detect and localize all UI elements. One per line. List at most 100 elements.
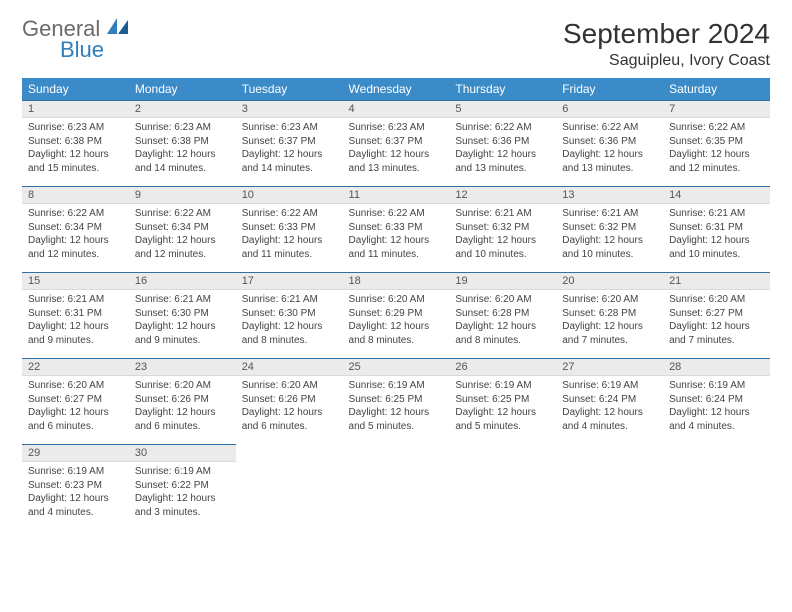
calendar-cell: 20Sunrise: 6:20 AMSunset: 6:28 PMDayligh…: [556, 272, 663, 358]
day-details: Sunrise: 6:23 AMSunset: 6:38 PMDaylight:…: [22, 118, 129, 179]
day-number: 6: [556, 100, 663, 118]
day-details: Sunrise: 6:23 AMSunset: 6:37 PMDaylight:…: [343, 118, 450, 179]
day-number: 14: [663, 186, 770, 204]
calendar-cell: 2Sunrise: 6:23 AMSunset: 6:38 PMDaylight…: [129, 100, 236, 186]
calendar-cell: 19Sunrise: 6:20 AMSunset: 6:28 PMDayligh…: [449, 272, 556, 358]
day-header: Sunday: [22, 78, 129, 100]
day-details: Sunrise: 6:20 AMSunset: 6:26 PMDaylight:…: [129, 376, 236, 437]
calendar-cell: ..: [449, 444, 556, 530]
month-title: September 2024: [563, 18, 770, 50]
day-details: Sunrise: 6:20 AMSunset: 6:28 PMDaylight:…: [556, 290, 663, 351]
logo-sail-icon: [107, 23, 129, 40]
day-details: Sunrise: 6:21 AMSunset: 6:31 PMDaylight:…: [663, 204, 770, 265]
day-number: 8: [22, 186, 129, 204]
day-details: Sunrise: 6:19 AMSunset: 6:23 PMDaylight:…: [22, 462, 129, 523]
calendar-cell: 27Sunrise: 6:19 AMSunset: 6:24 PMDayligh…: [556, 358, 663, 444]
day-number: 9: [129, 186, 236, 204]
calendar-cell: 28Sunrise: 6:19 AMSunset: 6:24 PMDayligh…: [663, 358, 770, 444]
day-number: 29: [22, 444, 129, 462]
day-number: 30: [129, 444, 236, 462]
day-header: Wednesday: [343, 78, 450, 100]
calendar-cell: 24Sunrise: 6:20 AMSunset: 6:26 PMDayligh…: [236, 358, 343, 444]
calendar-cell: ..: [343, 444, 450, 530]
title-block: September 2024 Saguipleu, Ivory Coast: [563, 18, 770, 70]
day-details: Sunrise: 6:22 AMSunset: 6:34 PMDaylight:…: [22, 204, 129, 265]
day-number: 21: [663, 272, 770, 290]
calendar-cell: 15Sunrise: 6:21 AMSunset: 6:31 PMDayligh…: [22, 272, 129, 358]
calendar-cell: 23Sunrise: 6:20 AMSunset: 6:26 PMDayligh…: [129, 358, 236, 444]
day-details: Sunrise: 6:19 AMSunset: 6:25 PMDaylight:…: [449, 376, 556, 437]
day-details: Sunrise: 6:20 AMSunset: 6:28 PMDaylight:…: [449, 290, 556, 351]
day-header: Monday: [129, 78, 236, 100]
location: Saguipleu, Ivory Coast: [563, 52, 770, 70]
calendar-head: SundayMondayTuesdayWednesdayThursdayFrid…: [22, 78, 770, 100]
day-number: 2: [129, 100, 236, 118]
day-details: Sunrise: 6:22 AMSunset: 6:36 PMDaylight:…: [556, 118, 663, 179]
day-number: 26: [449, 358, 556, 376]
day-number: 20: [556, 272, 663, 290]
calendar-cell: 10Sunrise: 6:22 AMSunset: 6:33 PMDayligh…: [236, 186, 343, 272]
calendar-cell: 17Sunrise: 6:21 AMSunset: 6:30 PMDayligh…: [236, 272, 343, 358]
day-number: 19: [449, 272, 556, 290]
calendar-cell: 9Sunrise: 6:22 AMSunset: 6:34 PMDaylight…: [129, 186, 236, 272]
day-number: 28: [663, 358, 770, 376]
day-details: Sunrise: 6:19 AMSunset: 6:24 PMDaylight:…: [556, 376, 663, 437]
day-number: 4: [343, 100, 450, 118]
day-details: Sunrise: 6:22 AMSunset: 6:35 PMDaylight:…: [663, 118, 770, 179]
calendar-cell: 26Sunrise: 6:19 AMSunset: 6:25 PMDayligh…: [449, 358, 556, 444]
day-details: Sunrise: 6:21 AMSunset: 6:32 PMDaylight:…: [449, 204, 556, 265]
calendar-cell: 30Sunrise: 6:19 AMSunset: 6:22 PMDayligh…: [129, 444, 236, 530]
brand-logo: General Blue: [22, 18, 129, 61]
calendar-cell: ..: [663, 444, 770, 530]
calendar-cell: 18Sunrise: 6:20 AMSunset: 6:29 PMDayligh…: [343, 272, 450, 358]
day-details: Sunrise: 6:22 AMSunset: 6:34 PMDaylight:…: [129, 204, 236, 265]
calendar-cell: 3Sunrise: 6:23 AMSunset: 6:37 PMDaylight…: [236, 100, 343, 186]
day-number: 3: [236, 100, 343, 118]
day-details: Sunrise: 6:19 AMSunset: 6:22 PMDaylight:…: [129, 462, 236, 523]
calendar-cell: ..: [556, 444, 663, 530]
calendar-cell: 7Sunrise: 6:22 AMSunset: 6:35 PMDaylight…: [663, 100, 770, 186]
day-details: Sunrise: 6:20 AMSunset: 6:27 PMDaylight:…: [22, 376, 129, 437]
day-details: Sunrise: 6:19 AMSunset: 6:24 PMDaylight:…: [663, 376, 770, 437]
calendar-body: 1Sunrise: 6:23 AMSunset: 6:38 PMDaylight…: [22, 100, 770, 530]
day-details: Sunrise: 6:20 AMSunset: 6:29 PMDaylight:…: [343, 290, 450, 351]
calendar-week: 29Sunrise: 6:19 AMSunset: 6:23 PMDayligh…: [22, 444, 770, 530]
calendar-cell: 6Sunrise: 6:22 AMSunset: 6:36 PMDaylight…: [556, 100, 663, 186]
calendar-cell: 29Sunrise: 6:19 AMSunset: 6:23 PMDayligh…: [22, 444, 129, 530]
calendar-week: 15Sunrise: 6:21 AMSunset: 6:31 PMDayligh…: [22, 272, 770, 358]
day-header: Thursday: [449, 78, 556, 100]
day-details: Sunrise: 6:22 AMSunset: 6:33 PMDaylight:…: [343, 204, 450, 265]
logo-text-blue: Blue: [60, 39, 129, 61]
calendar-week: 22Sunrise: 6:20 AMSunset: 6:27 PMDayligh…: [22, 358, 770, 444]
day-details: Sunrise: 6:20 AMSunset: 6:26 PMDaylight:…: [236, 376, 343, 437]
calendar-cell: 5Sunrise: 6:22 AMSunset: 6:36 PMDaylight…: [449, 100, 556, 186]
day-number: 24: [236, 358, 343, 376]
day-number: 15: [22, 272, 129, 290]
day-details: Sunrise: 6:21 AMSunset: 6:32 PMDaylight:…: [556, 204, 663, 265]
day-number: 10: [236, 186, 343, 204]
calendar-cell: 14Sunrise: 6:21 AMSunset: 6:31 PMDayligh…: [663, 186, 770, 272]
header: General Blue September 2024 Saguipleu, I…: [22, 18, 770, 70]
calendar-cell: 25Sunrise: 6:19 AMSunset: 6:25 PMDayligh…: [343, 358, 450, 444]
day-details: Sunrise: 6:21 AMSunset: 6:31 PMDaylight:…: [22, 290, 129, 351]
day-details: Sunrise: 6:23 AMSunset: 6:37 PMDaylight:…: [236, 118, 343, 179]
calendar-cell: 22Sunrise: 6:20 AMSunset: 6:27 PMDayligh…: [22, 358, 129, 444]
calendar-cell: ..: [236, 444, 343, 530]
day-details: Sunrise: 6:21 AMSunset: 6:30 PMDaylight:…: [129, 290, 236, 351]
day-details: Sunrise: 6:23 AMSunset: 6:38 PMDaylight:…: [129, 118, 236, 179]
day-details: Sunrise: 6:22 AMSunset: 6:33 PMDaylight:…: [236, 204, 343, 265]
day-number: 12: [449, 186, 556, 204]
day-details: Sunrise: 6:19 AMSunset: 6:25 PMDaylight:…: [343, 376, 450, 437]
day-number: 7: [663, 100, 770, 118]
calendar-cell: 11Sunrise: 6:22 AMSunset: 6:33 PMDayligh…: [343, 186, 450, 272]
calendar-cell: 1Sunrise: 6:23 AMSunset: 6:38 PMDaylight…: [22, 100, 129, 186]
day-number: 27: [556, 358, 663, 376]
calendar-cell: 12Sunrise: 6:21 AMSunset: 6:32 PMDayligh…: [449, 186, 556, 272]
day-number: 11: [343, 186, 450, 204]
day-header: Tuesday: [236, 78, 343, 100]
day-number: 1: [22, 100, 129, 118]
day-number: 22: [22, 358, 129, 376]
calendar-cell: 4Sunrise: 6:23 AMSunset: 6:37 PMDaylight…: [343, 100, 450, 186]
day-details: Sunrise: 6:20 AMSunset: 6:27 PMDaylight:…: [663, 290, 770, 351]
calendar-week: 8Sunrise: 6:22 AMSunset: 6:34 PMDaylight…: [22, 186, 770, 272]
